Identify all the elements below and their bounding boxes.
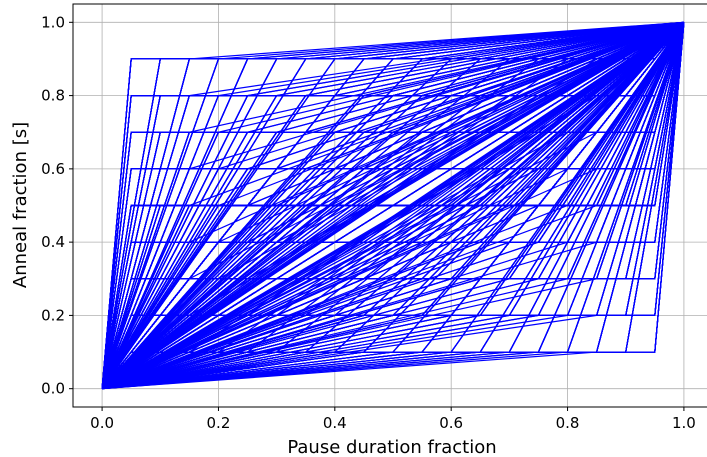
x-axis-ticks: 0.0 0.2 0.4 0.6 0.8 1.0 (90, 407, 696, 432)
schedule-line (102, 22, 685, 390)
schedule-lines (101, 21, 685, 390)
y-tick-label: 0.0 (41, 380, 65, 398)
x-tick-label: 0.0 (90, 414, 114, 432)
x-tick-label: 1.0 (672, 414, 696, 432)
y-tick-label: 1.0 (41, 13, 65, 31)
schedule-line (101, 22, 685, 390)
schedule-line (101, 22, 685, 390)
y-axis-ticks: 0.0 0.2 0.4 0.6 0.8 1.0 (41, 13, 73, 398)
schedule-line (101, 21, 685, 390)
y-axis-label: Anneal fraction [s] (10, 122, 31, 288)
y-tick-label: 0.6 (41, 160, 65, 178)
y-tick-label: 0.8 (41, 87, 65, 105)
y-tick-label: 0.2 (41, 306, 65, 324)
schedule-line (102, 22, 685, 390)
schedule-line (101, 22, 685, 390)
x-tick-label: 0.4 (323, 414, 347, 432)
schedule-line (101, 22, 685, 390)
schedule-line (101, 22, 685, 390)
x-axis-label: Pause duration fraction (287, 437, 496, 457)
plot-frame (72, 3, 707, 408)
x-tick-label: 0.2 (207, 414, 231, 432)
y-tick-label: 0.4 (41, 233, 65, 251)
x-tick-label: 0.8 (556, 414, 580, 432)
x-tick-label: 0.6 (439, 414, 463, 432)
schedule-line (101, 22, 685, 390)
